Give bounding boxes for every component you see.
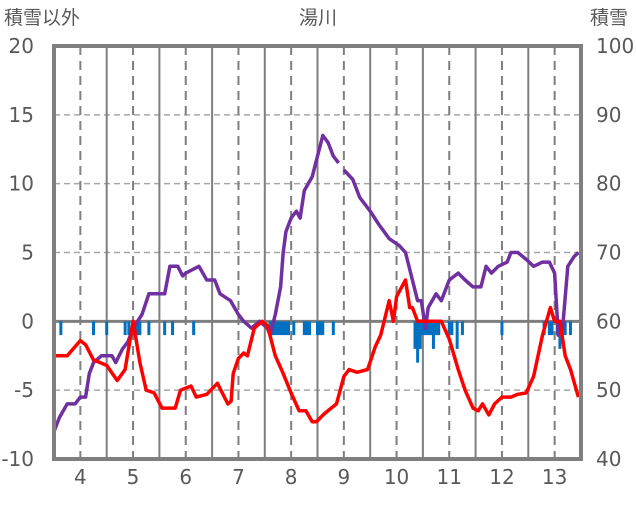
tick-labels: 4 5 6 7 8 9 10 11 12 13 20 100 15 90 10 80 5 70 0 60 -5 50 -10… <box>1 34 634 489</box>
precip-bar <box>437 321 441 336</box>
gridlines <box>54 46 581 459</box>
y-left-tick-label: 0 <box>21 309 34 333</box>
x-tick-label: 12 <box>489 465 514 489</box>
precip-bar <box>418 321 422 349</box>
y-left-tick-label: -5 <box>14 378 34 402</box>
x-tick-label: 5 <box>127 465 140 489</box>
y-left-tick-label: 10 <box>9 172 34 196</box>
y-left-tick-label: -10 <box>1 447 34 471</box>
precip-bar <box>563 321 567 336</box>
precip-bar <box>568 321 572 336</box>
x-tick-label: 8 <box>285 465 298 489</box>
y-right-tick-label: 90 <box>596 103 621 127</box>
precip-bar <box>192 321 196 336</box>
snow-depth-line <box>342 168 580 337</box>
precip-bar <box>321 321 325 336</box>
precip-bar <box>450 321 454 336</box>
precip-bar <box>127 321 131 336</box>
precip-bar <box>434 321 438 336</box>
x-tick-label: 4 <box>74 465 87 489</box>
x-tick-label: 6 <box>179 465 192 489</box>
snow-depth-line <box>52 133 340 433</box>
y-left-tick-label: 15 <box>9 103 34 127</box>
right-axis-title: 積雪 <box>590 7 628 29</box>
precip-bar <box>123 321 127 336</box>
y-right-tick-label: 50 <box>596 378 621 402</box>
precip-bar <box>276 321 280 336</box>
precip-bar <box>171 321 175 336</box>
precip-bar <box>416 321 420 363</box>
precip-bar <box>316 321 319 336</box>
precip-bar <box>147 321 151 336</box>
precip-bar <box>287 321 291 336</box>
x-tick-label: 13 <box>542 465 567 489</box>
precip-bar <box>163 321 167 336</box>
y-right-tick-label: 60 <box>596 309 621 333</box>
precip-bar <box>308 321 312 336</box>
chart-title: 湯川 <box>299 7 337 29</box>
precip-bar <box>284 321 288 336</box>
x-tick-label: 9 <box>337 465 350 489</box>
precip-bar <box>550 321 554 336</box>
precip-bar <box>281 321 285 336</box>
y-right-tick-label: 80 <box>596 172 621 196</box>
precip-bar <box>429 321 433 336</box>
precip-bar <box>305 321 309 336</box>
plot-frame <box>52 44 583 461</box>
precip-bar <box>426 321 430 336</box>
other-line <box>54 278 581 424</box>
y-right-tick-label: 100 <box>596 34 634 58</box>
precip-bar <box>318 321 322 336</box>
precip-bar <box>302 321 306 336</box>
precip-bar <box>547 321 551 336</box>
precip-bar <box>331 321 335 336</box>
series-lines <box>52 133 581 433</box>
precip-bar <box>279 321 283 336</box>
precip-bar <box>500 321 504 336</box>
precip-bar <box>273 321 277 336</box>
precip-bar <box>421 321 425 336</box>
precip-bar <box>413 321 417 349</box>
y-left-tick-label: 20 <box>9 34 34 58</box>
precip-bar <box>292 321 296 336</box>
precip-bar <box>92 321 96 336</box>
precip-bar <box>460 321 464 336</box>
precip-bar <box>136 321 140 336</box>
precip-bar <box>138 321 142 336</box>
precip-bar <box>431 321 435 349</box>
y-left-tick-label: 5 <box>21 241 34 265</box>
precip-bar <box>447 321 451 336</box>
precip-bar <box>59 321 63 336</box>
y-right-tick-label: 70 <box>596 241 621 265</box>
x-tick-label: 10 <box>384 465 409 489</box>
left-axis-title: 積雪以外 <box>4 7 80 29</box>
y-right-tick-label: 40 <box>596 447 621 471</box>
precip-bar <box>105 321 109 336</box>
x-tick-label: 7 <box>232 465 245 489</box>
precip-bar <box>455 321 459 349</box>
x-tick-label: 11 <box>437 465 462 489</box>
